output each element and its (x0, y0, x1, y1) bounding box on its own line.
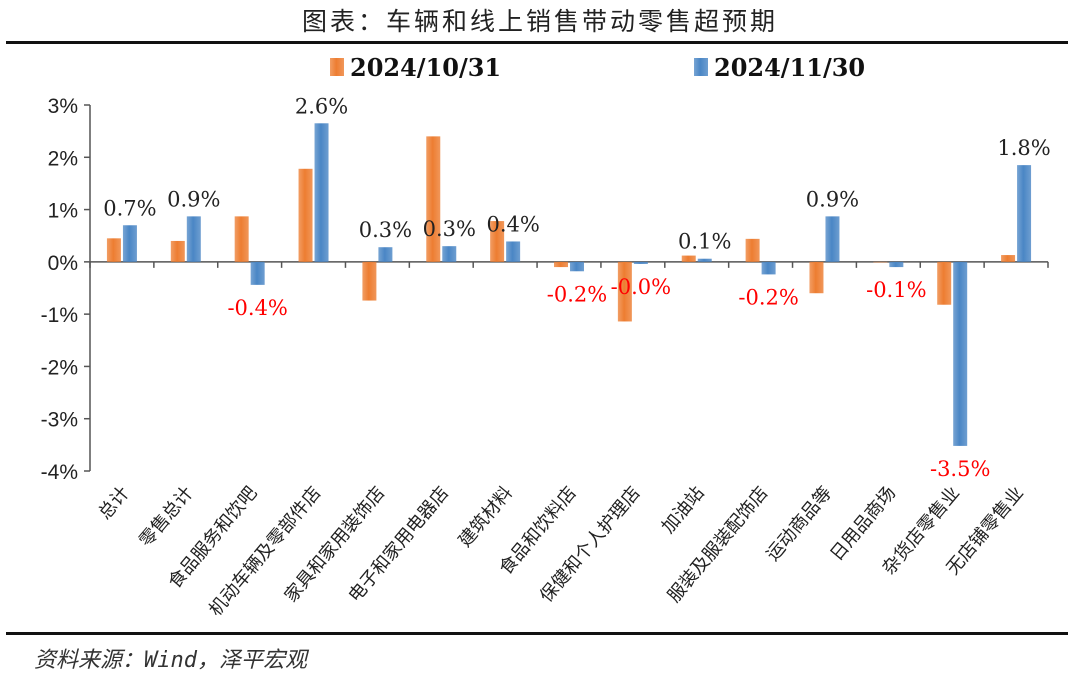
category-label: 加油站 (658, 483, 709, 538)
bar-oct (298, 168, 313, 262)
y-tick-label: -3% (41, 409, 78, 432)
bar-oct (617, 261, 632, 322)
data-label: 0.1% (678, 230, 731, 254)
bar-oct (554, 261, 568, 268)
bar-oct (873, 261, 888, 263)
bar-oct (681, 255, 696, 262)
data-label: -3.5% (930, 457, 990, 481)
y-tick-label: 2% (48, 147, 78, 170)
top-rule (6, 41, 1068, 44)
data-label: 0.9% (167, 187, 220, 211)
data-label: -0.0% (611, 275, 671, 299)
data-label: 0.3% (423, 217, 476, 241)
bar-nov (761, 261, 776, 275)
bar-oct (937, 261, 952, 305)
bar-nov (122, 225, 137, 262)
chart-title: 图表：车辆和线上销售带动零售超预期 (301, 7, 778, 36)
bar-oct (362, 261, 377, 301)
bar-chart: 3% 2% 1% 0% -1% -2% -3% -4% 0.7% 0.9% -0.4% 2.6% 0.3… (41, 53, 1051, 621)
bar-nov (570, 261, 584, 272)
data-label: 2.6% (295, 94, 348, 118)
category-label: 运动商品等 (762, 483, 836, 565)
bar-nov (825, 216, 840, 262)
data-label: 0.4% (486, 212, 539, 236)
bar-nov (506, 241, 521, 262)
legend-label: 2024/11/30 (714, 53, 865, 82)
data-label: -0.2% (738, 285, 798, 309)
source-note: 资料来源：Wind，泽平宏观 (34, 648, 307, 673)
bottom-rule (6, 632, 1068, 635)
bar-oct (170, 240, 185, 262)
bar-oct (106, 238, 121, 262)
y-tick-label: -2% (41, 356, 78, 379)
bar-nov (186, 216, 201, 262)
category-label: 建筑材料 (455, 483, 517, 552)
bar-oct (1001, 255, 1016, 262)
category-label: 零售总计 (135, 483, 197, 552)
data-label: 0.3% (359, 218, 412, 242)
bar-nov (250, 261, 265, 285)
legend-label: 2024/10/31 (350, 53, 501, 82)
data-label: 0.9% (806, 187, 859, 211)
bar-nov (697, 258, 712, 262)
y-tick-label: 0% (48, 252, 78, 275)
y-tick-label: 3% (48, 95, 78, 118)
data-label: -0.4% (227, 296, 287, 320)
bar-nov (442, 246, 457, 262)
legend-swatch (694, 58, 708, 76)
bar-nov (953, 261, 968, 446)
bar-oct (234, 216, 249, 262)
bar-nov (889, 261, 904, 268)
y-tick-label: 1% (48, 200, 78, 223)
data-label: -0.2% (547, 282, 607, 306)
bar-nov (1017, 165, 1032, 262)
bar-nov (633, 261, 648, 264)
data-label: 0.7% (103, 196, 156, 220)
category-label: 总计 (95, 483, 134, 524)
data-label: -0.1% (866, 278, 926, 302)
y-tick-label: -1% (41, 304, 78, 327)
legend-swatch (330, 58, 344, 76)
bar-oct (745, 238, 760, 262)
bar-nov (378, 247, 393, 262)
data-label: 1.8% (997, 136, 1050, 160)
bar-nov (314, 123, 329, 262)
bar-oct (809, 261, 824, 294)
bar-oct (426, 136, 441, 262)
category-label: 机动车辆及零部件店 (205, 483, 325, 621)
y-tick-label: -4% (41, 461, 78, 484)
bar-oct (490, 221, 505, 262)
